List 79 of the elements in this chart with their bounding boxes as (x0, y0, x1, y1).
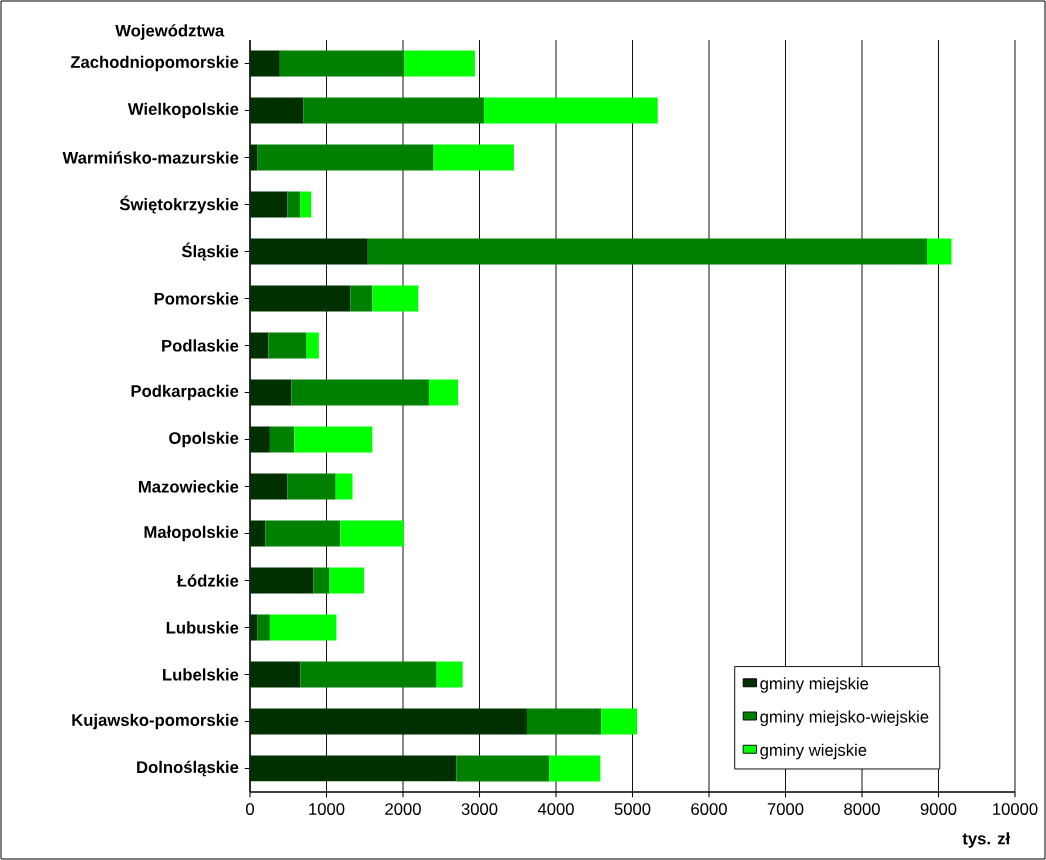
bar (250, 97, 304, 124)
y-tick-label: Mazowieckie (138, 480, 239, 493)
y-tick-label: Śląskie (181, 242, 239, 261)
bar (257, 614, 270, 641)
bar (250, 285, 351, 312)
bar (300, 661, 437, 688)
bar (294, 426, 373, 453)
bar (257, 144, 434, 171)
legend-label: gminy miejskie (760, 677, 869, 693)
y-tick-label: Łódzkie (176, 574, 239, 587)
x-tick-label: 2000 (385, 803, 421, 815)
bar (250, 661, 301, 688)
x-tick-label: 8000 (844, 803, 880, 815)
x-tick-label: 0 (246, 803, 254, 815)
bar (250, 614, 258, 641)
y-tick-label: Pomorskie (154, 292, 239, 305)
legend-label: gminy miejsko-wiejskie (760, 710, 929, 727)
x-tick-label: 9000 (920, 803, 957, 815)
bar (372, 285, 419, 312)
x-tick-label: 4000 (537, 803, 574, 815)
y-tick-label: Kujawsko-pomorskie (72, 713, 239, 730)
bar (268, 332, 307, 359)
bar (340, 520, 404, 547)
bar (429, 379, 459, 406)
y-tick-label: Wielkopolskie (127, 102, 239, 119)
y-tick-label: Warmińsko-mazurskie (62, 151, 239, 164)
y-axis-title: Województwa (115, 24, 225, 40)
x-tick-label: 1000 (309, 803, 345, 815)
bar (306, 332, 319, 359)
bar (436, 661, 463, 688)
bar (250, 332, 269, 359)
bar (250, 50, 280, 77)
bar (433, 144, 514, 171)
bar (549, 755, 601, 782)
bar (456, 755, 550, 782)
bar (329, 567, 364, 594)
y-tick-label: Podlaskie (162, 339, 239, 352)
bar (279, 50, 405, 77)
y-tick-label: Lubelskie (163, 668, 239, 681)
bar (367, 238, 928, 265)
y-tick-label: Lubuskie (166, 621, 239, 634)
bar (287, 473, 336, 500)
bar (927, 238, 952, 265)
bar (250, 755, 457, 782)
bar (250, 379, 292, 406)
bar (303, 97, 485, 124)
legend-label: gminy wiejskie (760, 743, 867, 760)
bar (601, 708, 638, 735)
y-tick-label: Świętokrzyskie (119, 195, 239, 214)
x-tick-label: 3000 (461, 803, 498, 815)
bar (287, 191, 301, 218)
x-tick-label: 10000 (993, 803, 1038, 815)
bar (250, 473, 288, 500)
y-tick-label: Małopolskie (144, 525, 239, 542)
y-tick-label: Podkarpackie (131, 384, 239, 401)
bar (250, 567, 314, 594)
bar (269, 426, 295, 453)
bar (250, 426, 270, 453)
bar (250, 238, 368, 265)
bar (250, 191, 288, 218)
x-axis-title: tys. zł (962, 832, 1011, 848)
bar (291, 379, 430, 406)
x-tick-label: 6000 (691, 803, 727, 815)
bar (269, 614, 337, 641)
y-tick-label: Dolnośląskie (137, 760, 239, 777)
bar (350, 285, 373, 312)
x-tick-label: 5000 (614, 803, 651, 815)
bar (313, 567, 330, 594)
bar (250, 708, 527, 735)
bar (300, 191, 312, 218)
bar (484, 97, 658, 124)
bar (335, 473, 353, 500)
bar (526, 708, 602, 735)
bar (250, 520, 266, 547)
bar (404, 50, 475, 77)
y-tick-label: Zachodniopomorskie (70, 55, 239, 72)
bar (265, 520, 341, 547)
x-tick-label: 7000 (767, 803, 804, 815)
y-tick-label: Opolskie (169, 431, 239, 448)
